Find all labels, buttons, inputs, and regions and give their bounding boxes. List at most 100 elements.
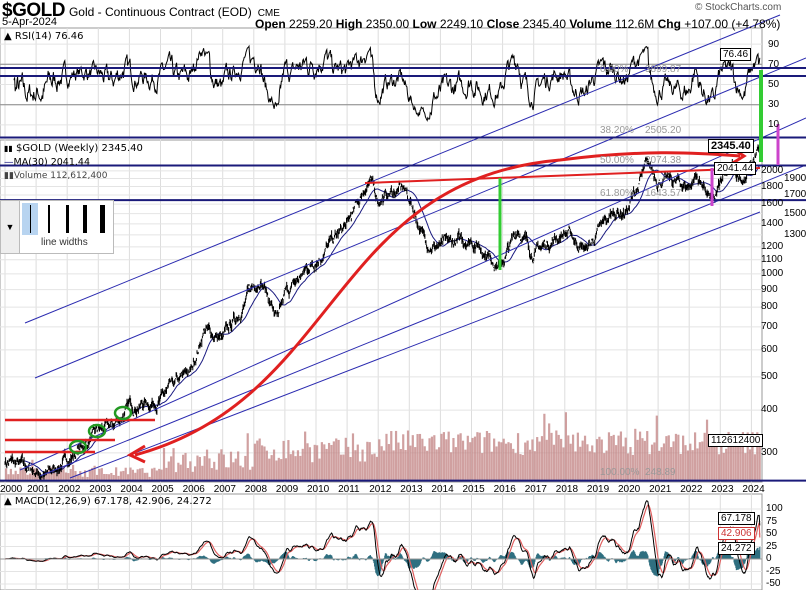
volume-bar [232,462,235,480]
volume-bar [665,436,668,480]
symbol-title: $GOLD [2,0,65,21]
rsi-tick-label: 50 [768,78,780,90]
close-value: 2345.40 [522,17,566,31]
volume-bars-icon: ▮▮ [4,171,14,181]
volume-bar [528,449,532,480]
macd-line [4,500,761,590]
x-tick-label: 2022 [680,484,703,495]
volume-bar [399,449,402,480]
volume-bar [292,450,295,480]
high-value: 2350.00 [365,17,410,31]
volume-bar [485,431,489,480]
volume-bar [129,467,132,480]
x-tick-label: 2012 [369,484,392,495]
volume-bar [95,474,99,480]
volume-bar [335,438,338,480]
volume-bar [394,430,398,480]
volume-bar [172,448,175,480]
ma-legend: —MA(30) 2041.44 [4,157,90,168]
volume-bar [423,446,426,480]
fib-percent-label: 61.80% [600,188,634,199]
volume-bar [155,470,158,480]
fib-value-label: 2505.20 [645,125,682,136]
volume-bar [667,435,670,480]
line-widths-label: line widths [41,237,88,248]
trend-channel-line [34,57,806,379]
volume-bar [227,467,230,480]
macd-tick-label: -25 [766,565,781,577]
instrument-name: Gold - Continuous Contract (EOD) [68,5,252,19]
volume-bar [677,434,680,480]
volume-bar [229,451,233,480]
volume-bar [758,436,761,480]
price-tick-label: 1700 [784,189,806,201]
volume-bar [52,469,56,480]
low-label: Low [412,17,437,31]
rsi-legend: ▲ RSI(14) 76.46 [4,31,84,42]
volume-bar [342,454,345,480]
line-width-dropdown[interactable]: ▼ [1,201,20,253]
volume-bar [208,458,211,480]
volume-bar [703,432,706,480]
volume-bar [253,443,256,480]
price-legend-text: $GOLD (Weekly) 2345.40 [16,143,143,154]
volume-bar [698,442,701,480]
volume-bar [148,476,151,480]
volume-bar [14,470,17,480]
volume-bar [586,444,589,480]
volume-bar [40,476,44,480]
volume-bar [71,464,75,480]
volume-bar [265,450,268,480]
exchange: CME [257,8,280,19]
volume-bar [363,461,367,480]
volume-bar [433,435,436,480]
volume-bar [136,469,139,480]
volume-label: Volume [569,17,612,31]
volume-bar [708,439,711,480]
volume-bar [158,468,161,480]
volume-bar [88,469,91,480]
volume-bar [397,442,400,480]
volume-bar [387,444,390,480]
macd-tick-label: 75 [766,515,778,527]
volume-bar [481,453,484,480]
volume-bar [62,467,65,480]
x-tick-label: 2024 [742,484,765,495]
volume-bar [438,447,441,480]
volume-bar [115,467,118,480]
price-tick-label: 700 [761,321,778,333]
green-circle-marker [113,405,133,421]
macd-legend: ▲ MACD(12,26,9) 67.178, 42.906, 24.272 [4,496,212,507]
line-width-4[interactable] [83,205,87,233]
line-width-5[interactable] [100,205,105,233]
volume-bar [442,432,445,480]
volume-bar [141,468,144,480]
volume-bar [296,450,300,480]
volume-bar [490,451,493,480]
volume-bar [270,455,273,480]
volume-bar [540,436,544,480]
volume-bar [560,438,563,480]
x-tick-label: 2013 [400,484,423,495]
macd-tick-label: 100 [766,503,783,515]
volume-bar [9,468,12,480]
volume-bar [330,444,333,480]
brand-logo[interactable]: © StockCharts.com [695,2,782,13]
volume-bar [426,450,429,480]
volume-bar [167,461,170,480]
volume-bar [203,456,206,480]
volume-bar [466,435,469,480]
volume-bar [368,442,371,480]
line-width-3[interactable] [66,205,69,233]
line-width-1[interactable] [30,205,31,233]
volume-bar [234,458,237,480]
volume-bar [201,465,204,480]
line-width-2[interactable] [48,205,50,233]
rsi-tick-label: 10 [768,119,780,131]
line-width-picker[interactable]: ▼ line widths [0,200,114,254]
volume-bar [280,459,283,480]
volume-bar [524,442,527,480]
volume-bar [339,454,343,480]
volume-bar [610,436,613,480]
volume-bar [186,468,190,480]
